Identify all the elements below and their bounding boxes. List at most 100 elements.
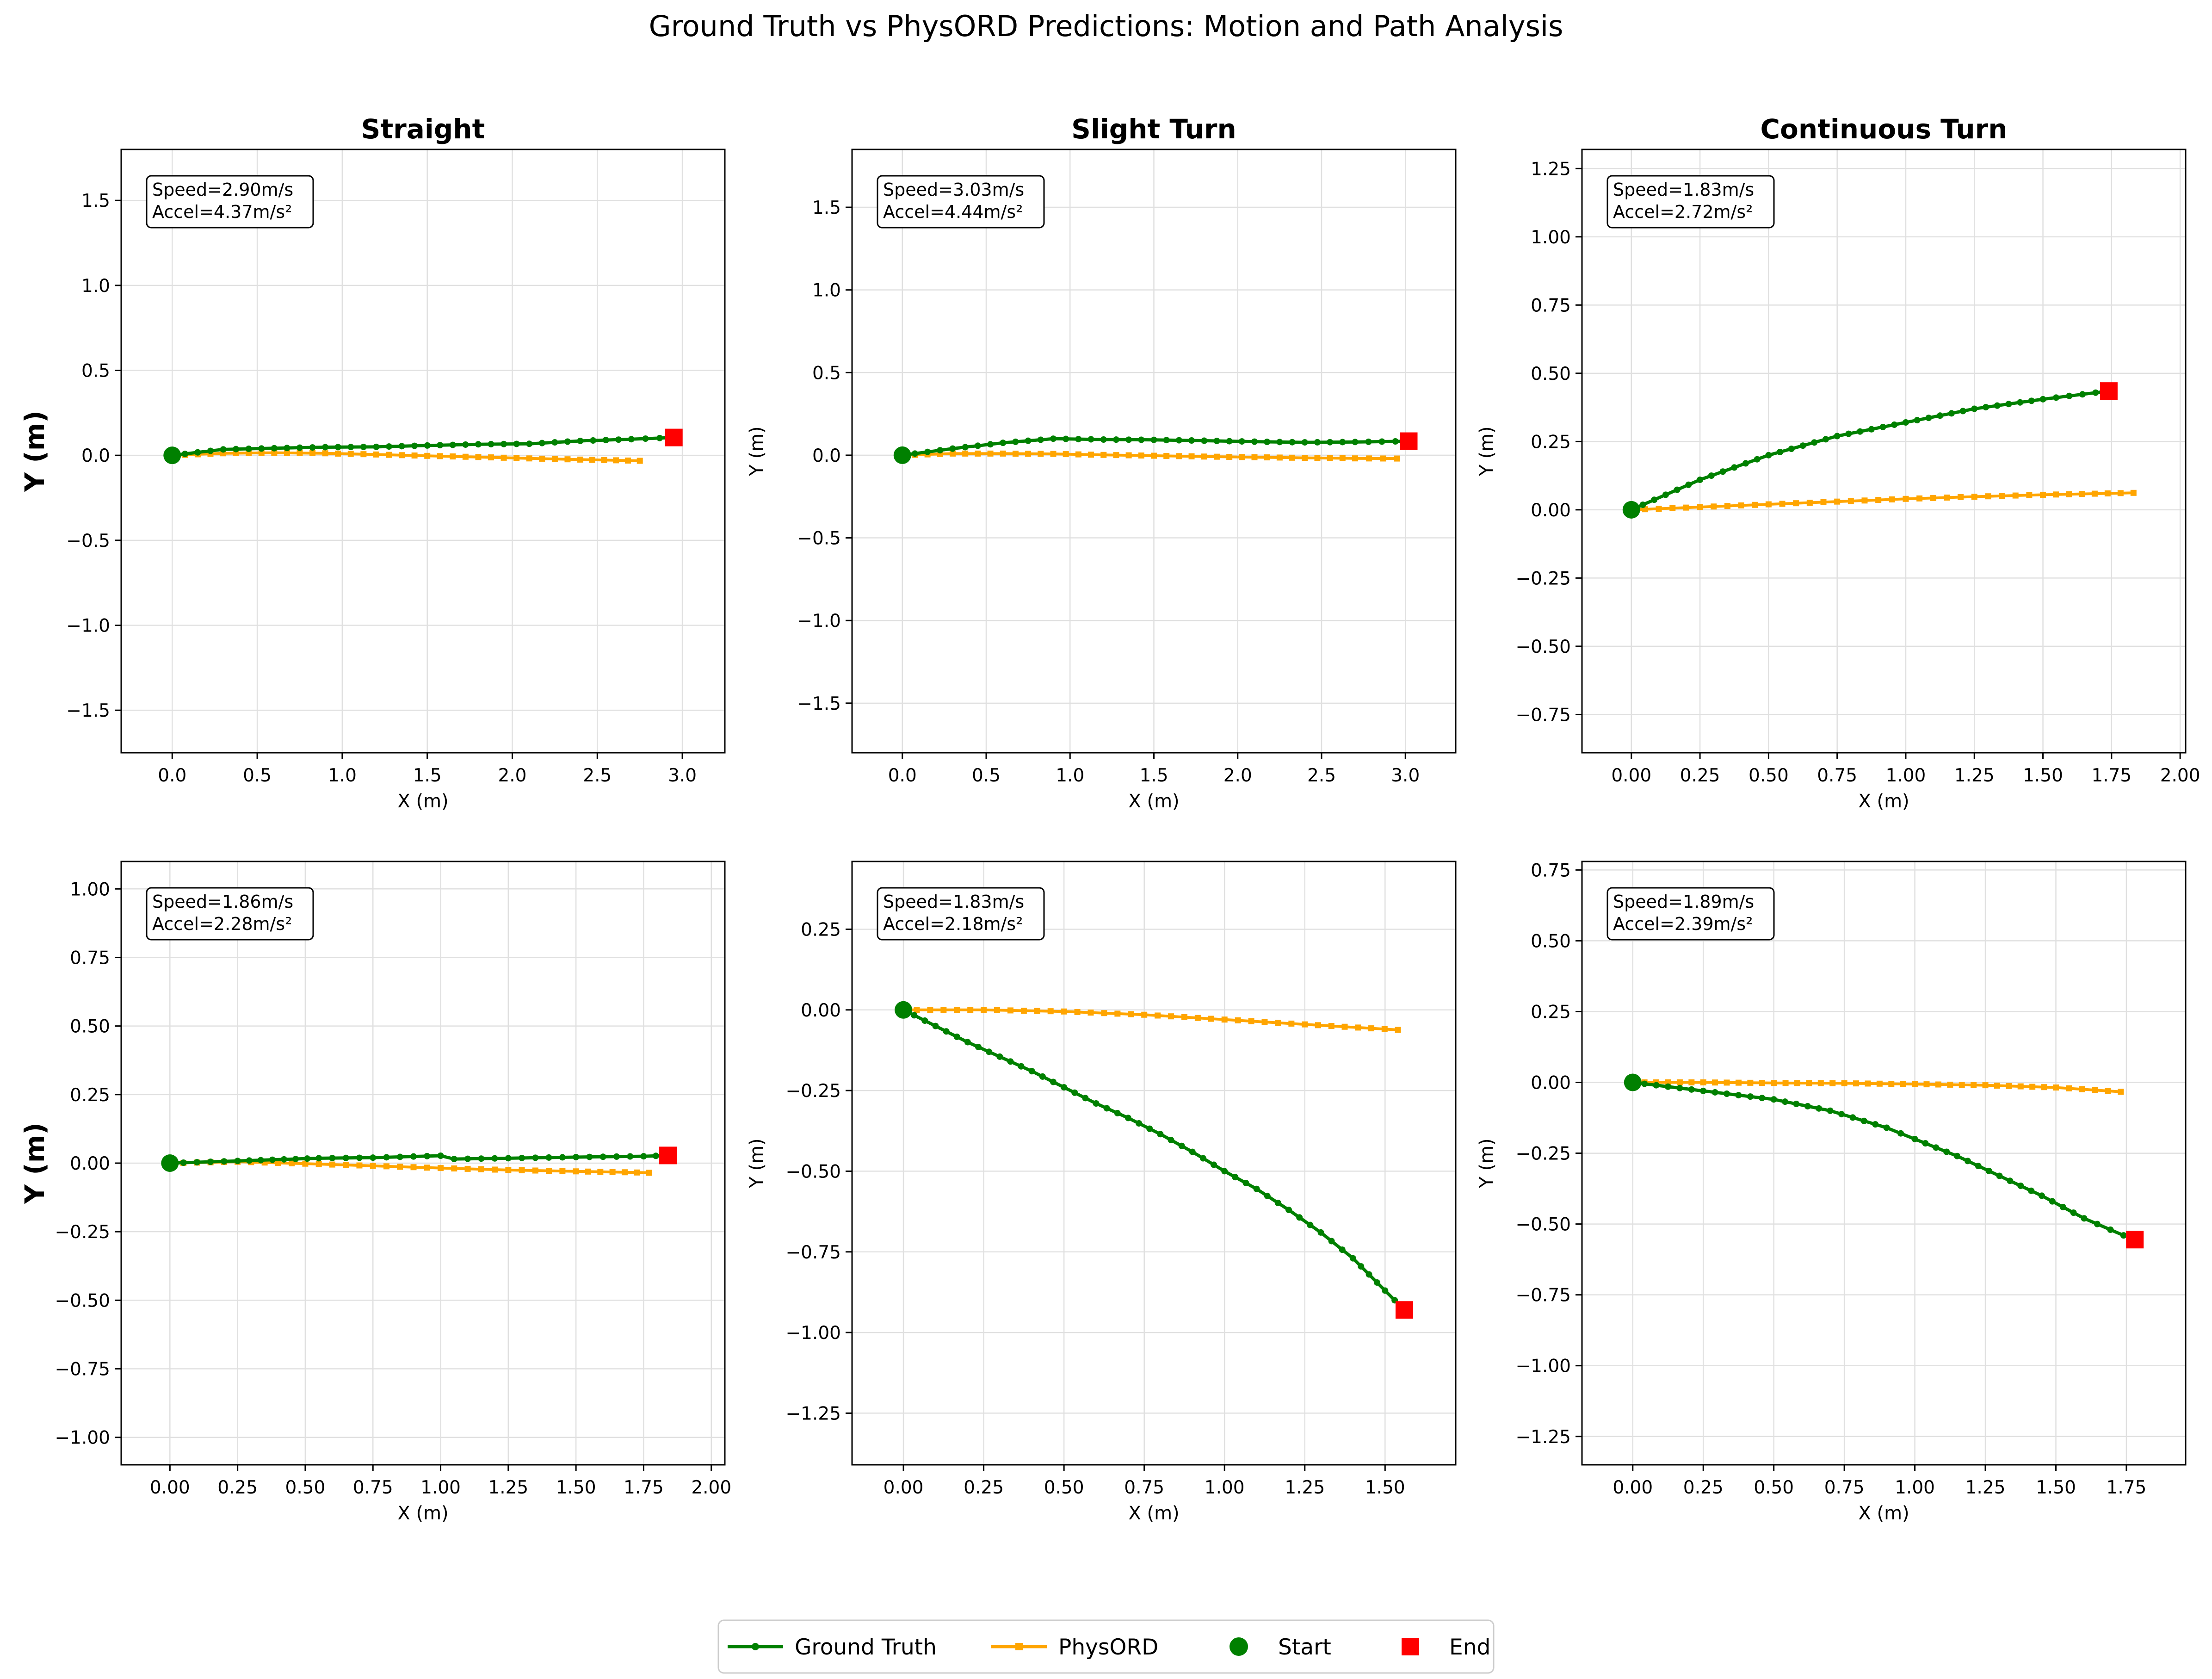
x-tick-label: 1.00 <box>420 1477 461 1498</box>
ground-truth-point <box>1018 1063 1025 1070</box>
physord-point <box>492 1166 498 1173</box>
ground-truth-point <box>1982 404 1989 411</box>
x-tick-label: 0.75 <box>353 1477 393 1498</box>
x-tick-label: 1.25 <box>1285 1477 1325 1498</box>
ground-truth-point <box>1328 1238 1335 1245</box>
ground-truth-point <box>207 1159 214 1165</box>
physord-point <box>1935 1081 1941 1088</box>
physord-point <box>1971 1082 1977 1088</box>
physord-point <box>1201 453 1207 460</box>
physord-point <box>386 452 392 458</box>
ground-truth-point <box>1914 417 1921 424</box>
subplot-3: 0.00 0.25 0.50 0.75 1.00 1.25 1.50 1.75 2.00 −0.7… <box>1476 113 2200 812</box>
axes-frame <box>120 149 726 754</box>
ground-truth-point <box>1731 464 1738 471</box>
x-tick-label: 0.50 <box>1044 1477 1084 1498</box>
ground-truth-point <box>491 1155 498 1162</box>
ground-truth-point <box>296 444 303 451</box>
physord-point <box>356 1162 363 1169</box>
physord-point <box>636 458 643 464</box>
ground-truth-point <box>1827 1107 1834 1114</box>
x-tick-label: 1.00 <box>1895 1477 1935 1498</box>
physord-point <box>573 1168 579 1175</box>
physord-point <box>2026 492 2033 498</box>
ground-truth-point <box>1651 496 1658 503</box>
legend: Ground Truth PhysORD Start End <box>717 1619 1495 1674</box>
physord-point <box>1847 498 1854 504</box>
legend-entry: PhysORD <box>991 1635 1158 1660</box>
ground-truth-point <box>1007 1058 1014 1065</box>
legend-label: Start <box>1278 1635 1331 1660</box>
ground-truth-point <box>1799 442 1806 449</box>
physord-point <box>2118 1089 2124 1095</box>
y-tick-label: 0.0 <box>812 446 841 466</box>
physord-point <box>1944 494 1950 501</box>
end-marker <box>1395 1301 1413 1319</box>
physord-point <box>1327 455 1333 461</box>
physord-point <box>1151 452 1157 459</box>
ground-truth-point <box>628 436 635 443</box>
y-tick-label: −1.25 <box>1515 1427 1571 1448</box>
subplot-4: 0.00 0.25 0.50 0.75 1.00 1.25 1.50 1.75 2.00 −1.0… <box>19 861 731 1524</box>
physord-point <box>1779 501 1786 507</box>
physord-point <box>1047 1008 1054 1015</box>
ground-truth-point <box>424 442 431 449</box>
ground-truth-point <box>986 1048 993 1055</box>
ground-truth-point <box>1050 1078 1057 1085</box>
physord-point <box>1676 1079 1683 1086</box>
physord-point <box>2079 1086 2085 1092</box>
physord-point <box>1395 1027 1401 1033</box>
physord-point <box>1380 455 1386 462</box>
subplot-1: 0.0 0.5 1.0 1.5 2.0 2.5 3.0 −1.5 −1.0 −0.5 0.0 0.5 1… <box>19 113 726 812</box>
ground-truth-point <box>1948 410 1955 417</box>
ground-truth-point <box>2038 1192 2045 1199</box>
y-tick-label: 0.50 <box>70 1016 110 1037</box>
physord-point <box>613 457 619 464</box>
physord-point <box>1226 454 1233 460</box>
axes-frame <box>120 861 726 1466</box>
ground-truth-point <box>1857 428 1864 435</box>
physord-point <box>1697 504 1703 510</box>
ground-truth-point <box>1964 1158 1971 1165</box>
physord-point <box>1355 1024 1361 1031</box>
physord-point <box>967 1007 974 1013</box>
physord-point <box>1074 1009 1081 1015</box>
ground-truth-point <box>2017 399 2024 406</box>
ground-truth-point <box>1242 1180 1249 1187</box>
ground-truth-point <box>538 440 545 446</box>
physord-point <box>914 1007 920 1013</box>
x-tick-label: 1.5 <box>413 765 442 786</box>
ground-truth-point <box>304 1155 311 1162</box>
x-tick-label: 2.00 <box>691 1477 731 1498</box>
physord-point <box>981 1007 987 1013</box>
ground-truth-point <box>1232 1174 1239 1181</box>
physord-point <box>411 452 418 459</box>
physord-point <box>1958 494 1964 500</box>
physord-point <box>624 457 631 464</box>
x-tick-label: 1.0 <box>328 765 357 786</box>
y-tick-label: 1.25 <box>1531 159 1571 180</box>
x-tick-label: 0.75 <box>1817 765 1857 786</box>
physord-point <box>1930 495 1936 501</box>
physord-point <box>478 1166 484 1172</box>
x-tick-label: 1.50 <box>2036 1477 2076 1498</box>
physord-point <box>1289 454 1296 461</box>
ground-truth-point <box>258 445 265 452</box>
ground-truth-point <box>1697 476 1704 483</box>
physord-point <box>309 450 316 456</box>
ground-truth-point <box>1719 468 1726 475</box>
physord-point <box>1352 455 1358 462</box>
ground-truth-point <box>1028 1068 1035 1075</box>
legend-label: End <box>1449 1635 1490 1660</box>
end-marker <box>659 1146 677 1165</box>
physord-point <box>500 454 507 461</box>
physord-point <box>2053 491 2059 498</box>
x-axis-label: X (m) <box>397 791 448 812</box>
ground-truth-point <box>1012 438 1019 445</box>
physord-point <box>1138 452 1144 459</box>
physord-point <box>1985 493 1991 500</box>
physord-point <box>302 1160 309 1167</box>
ground-truth-point <box>1872 1121 1879 1128</box>
subplot-title: Continuous Turn <box>1760 113 2007 145</box>
